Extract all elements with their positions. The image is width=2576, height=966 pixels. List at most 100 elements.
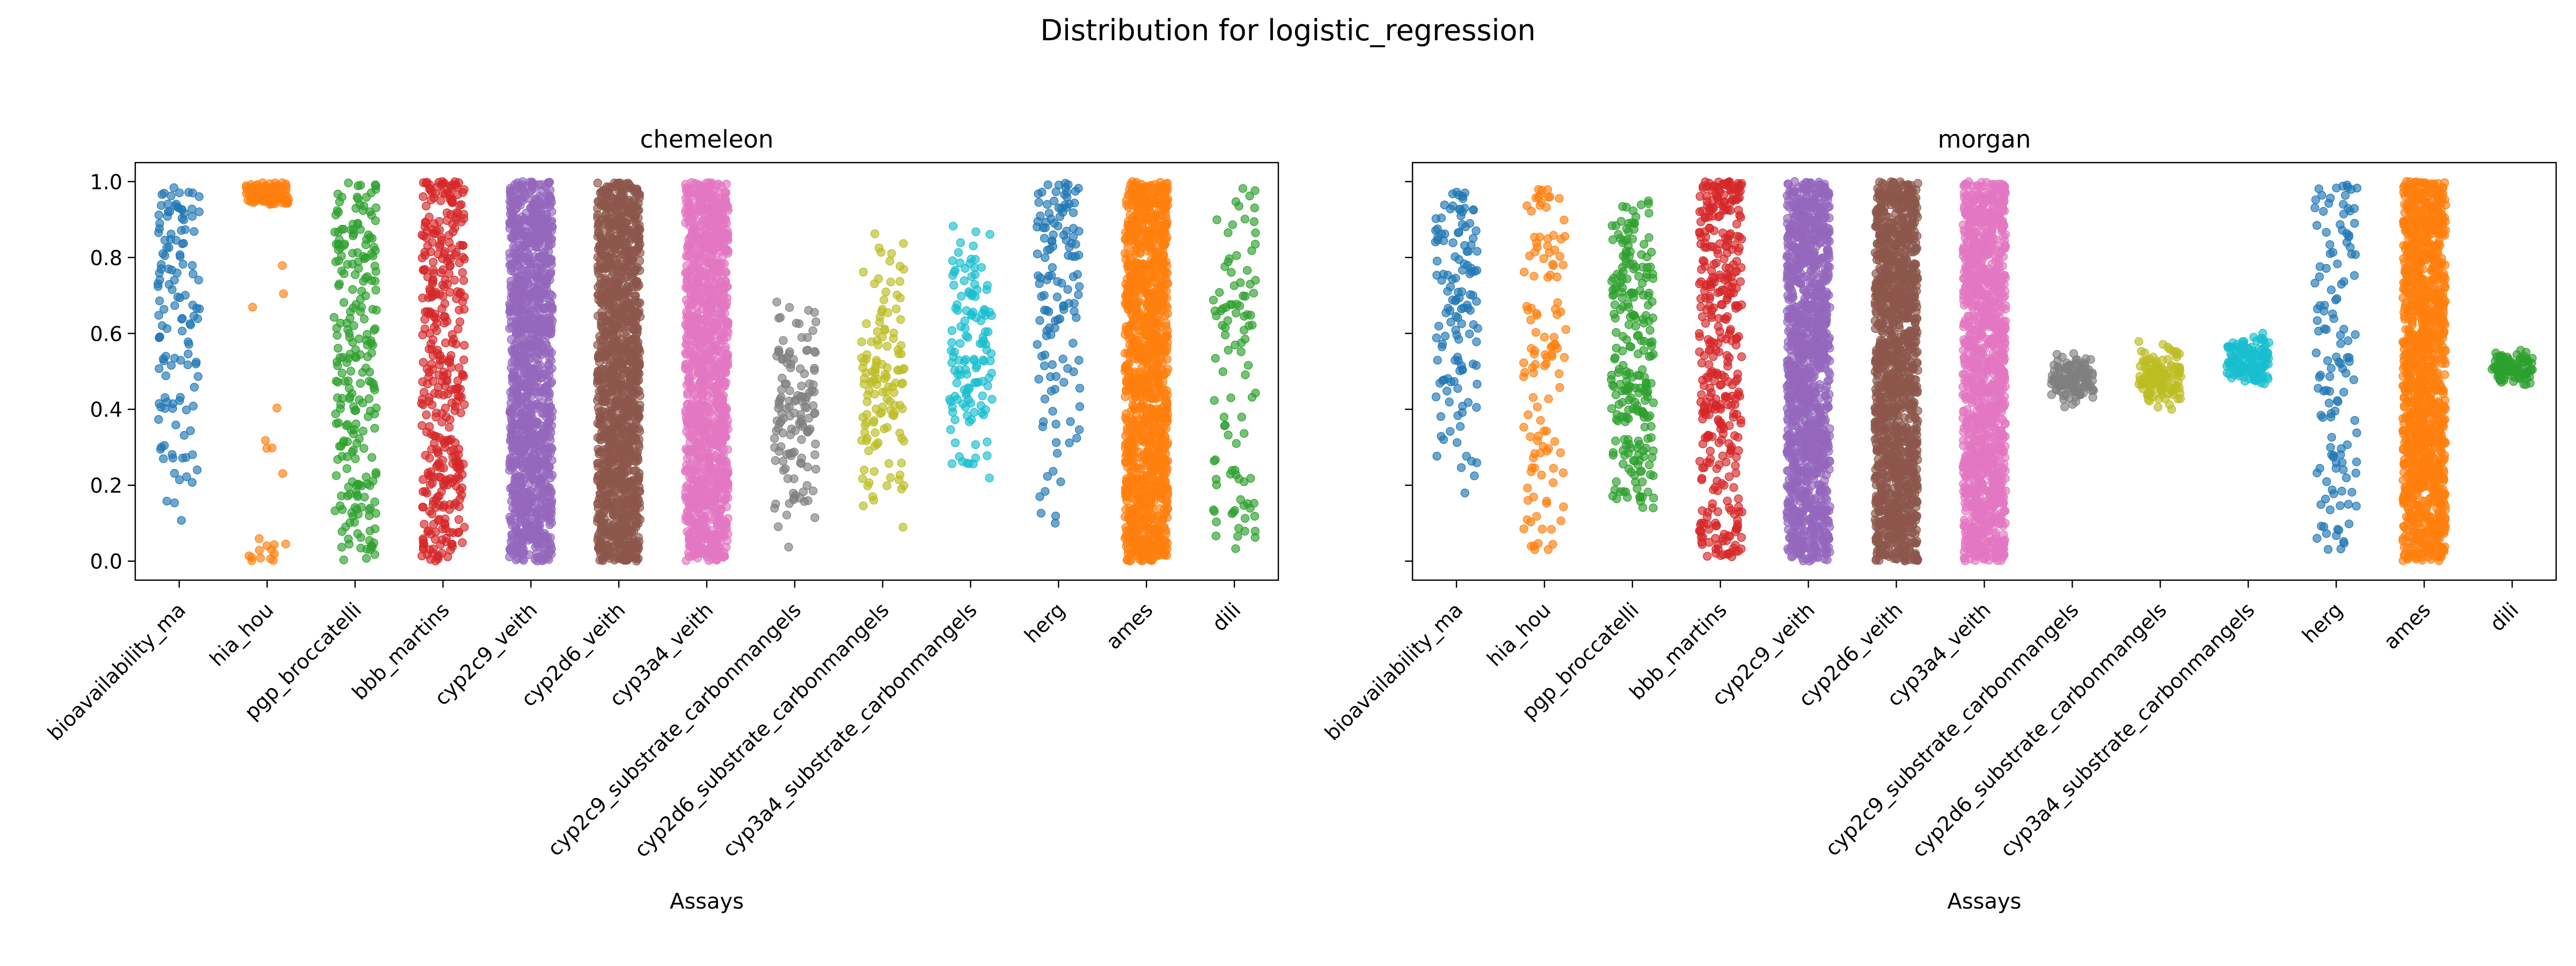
data-point-cyp2d6_veith	[613, 372, 622, 382]
data-point-cyp3a4_veith	[709, 382, 719, 392]
data-point-cyp2c9_veith	[536, 328, 545, 337]
data-point-hia_hou	[255, 546, 264, 555]
data-point-cyp3a4_veith	[702, 355, 712, 364]
data-point-cyp2c9_substrate_carbonmangels	[779, 336, 788, 345]
data-point-cyp3a4_veith	[681, 360, 690, 369]
data-point-bioavailability_ma	[192, 357, 201, 367]
data-point-cyp2d6_substrate_carbonmangels	[870, 279, 879, 288]
data-point-cyp2d6_veith	[625, 301, 634, 311]
data-point-cyp2d6_substrate_carbonmangels	[897, 458, 906, 467]
data-point-cyp2c9_veith	[541, 403, 551, 412]
data-point-cyp2d6_substrate_carbonmangels	[875, 318, 884, 327]
data-point-cyp2c9_substrate_carbonmangels	[803, 333, 812, 342]
data-point-pgp_broccatelli	[344, 482, 353, 492]
data-point-cyp3a4_veith	[721, 197, 730, 207]
data-point-cyp2d6_veith	[609, 533, 619, 542]
data-point-cyp2d6_veith	[605, 374, 614, 384]
data-point-bbb_martins	[439, 391, 448, 400]
data-point-cyp2d6_veith	[630, 326, 639, 335]
data-point-cyp3a4_veith	[707, 436, 716, 445]
data-point-cyp2c9_veith	[545, 520, 554, 529]
data-point-cyp2d6_veith	[619, 314, 628, 323]
data-point-cyp2c9_substrate_carbonmangels	[792, 319, 801, 328]
data-point-cyp2c9_substrate_carbonmangels	[770, 434, 779, 443]
data-point-cyp2d6_substrate_carbonmangels	[862, 319, 871, 328]
data-point-cyp3a4_substrate_carbonmangels	[978, 391, 987, 400]
data-point-cyp3a4_veith	[711, 213, 720, 222]
data-point-cyp2d6_substrate_carbonmangels	[880, 324, 889, 334]
data-point-cyp2d6_substrate_carbonmangels	[882, 341, 892, 351]
data-point-pgp_broccatelli	[339, 298, 348, 307]
data-point-bioavailability_ma	[188, 269, 197, 279]
data-point-bbb_martins	[419, 192, 428, 201]
data-point-cyp2d6_substrate_carbonmangels	[887, 249, 896, 258]
data-point-cyp2c9_veith	[546, 324, 555, 333]
data-point-bbb_martins	[423, 468, 433, 478]
data-point-cyp2c9_substrate_carbonmangels	[771, 456, 780, 465]
data-point-cyp3a4_veith	[687, 192, 696, 201]
data-point-bbb_martins	[420, 222, 429, 231]
data-point-cyp3a4_substrate_carbonmangels	[957, 291, 966, 301]
data-point-cyp2c9_substrate_carbonmangels	[810, 347, 819, 356]
data-point-cyp2d6_veith	[600, 261, 610, 270]
data-point-cyp2d6_veith	[604, 288, 613, 297]
data-point-cyp2d6_veith	[617, 381, 626, 390]
data-point-cyp2d6_substrate_carbonmangels	[859, 501, 868, 510]
data-point-bbb_martins	[438, 291, 448, 301]
data-point-cyp3a4_veith	[699, 402, 708, 411]
data-point-cyp2c9_veith	[511, 381, 521, 391]
data-point-cyp2d6_veith	[616, 545, 625, 554]
data-point-cyp3a4_substrate_carbonmangels	[971, 227, 980, 236]
data-point-bbb_martins	[441, 312, 450, 321]
data-point-cyp3a4_veith	[716, 551, 726, 561]
data-point-bbb_martins	[435, 433, 444, 442]
data-point-cyp2d6_veith	[621, 522, 631, 531]
data-point-cyp3a4_substrate_carbonmangels	[985, 230, 994, 239]
data-point-bbb_martins	[419, 539, 428, 548]
data-point-pgp_broccatelli	[356, 533, 365, 542]
data-point-cyp3a4_substrate_carbonmangels	[950, 438, 960, 448]
data-point-cyp2d6_veith	[609, 479, 618, 488]
data-point-cyp2c9_substrate_carbonmangels	[797, 435, 806, 444]
data-point-cyp2c9_veith	[508, 371, 518, 380]
data-point-cyp2c9_veith	[544, 361, 553, 370]
data-point-bioavailability_ma	[159, 305, 169, 314]
data-point-cyp2d6_veith	[629, 246, 638, 255]
data-point-bbb_martins	[459, 372, 468, 381]
data-point-cyp3a4_substrate_carbonmangels	[948, 256, 957, 265]
data-point-bbb_martins	[460, 400, 469, 409]
data-point-bbb_martins	[432, 462, 441, 471]
data-point-pgp_broccatelli	[364, 394, 374, 404]
data-point-bioavailability_ma	[194, 275, 203, 284]
data-point-cyp2d6_veith	[618, 462, 627, 471]
data-point-cyp2d6_substrate_carbonmangels	[894, 345, 903, 355]
data-point-pgp_broccatelli	[351, 204, 361, 213]
data-point-cyp2d6_veith	[616, 211, 625, 221]
data-point-cyp3a4_substrate_carbonmangels	[950, 415, 960, 425]
data-point-cyp2c9_veith	[536, 421, 546, 430]
data-point-cyp2c9_substrate_carbonmangels	[811, 317, 821, 326]
data-point-cyp2c9_veith	[513, 235, 522, 244]
data-point-cyp2c9_veith	[524, 531, 533, 541]
data-point-cyp2d6_substrate_carbonmangels	[895, 475, 904, 485]
data-point-pgp_broccatelli	[368, 542, 377, 551]
data-point-bioavailability_ma	[178, 314, 187, 323]
data-point-cyp2d6_veith	[625, 236, 634, 245]
data-point-cyp2c9_veith	[512, 509, 521, 518]
data-point-bbb_martins	[430, 290, 440, 299]
data-point-bbb_martins	[447, 398, 457, 407]
data-point-cyp2c9_substrate_carbonmangels	[804, 413, 814, 423]
data-point-cyp2c9_veith	[544, 240, 553, 249]
data-point-cyp2d6_veith	[599, 312, 608, 321]
data-point-bbb_martins	[434, 449, 443, 458]
data-point-cyp2d6_substrate_carbonmangels	[882, 372, 891, 381]
data-point-bioavailability_ma	[154, 415, 163, 424]
data-point-cyp2c9_veith	[538, 493, 548, 502]
data-point-cyp2c9_veith	[520, 369, 529, 378]
data-point-cyp2c9_veith	[513, 431, 522, 441]
data-point-cyp2c9_veith	[537, 443, 546, 452]
data-point-hia_hou	[244, 551, 254, 560]
data-point-cyp3a4_veith	[709, 288, 718, 297]
data-point-bioavailability_ma	[168, 404, 177, 413]
data-point-bbb_martins	[421, 201, 431, 210]
